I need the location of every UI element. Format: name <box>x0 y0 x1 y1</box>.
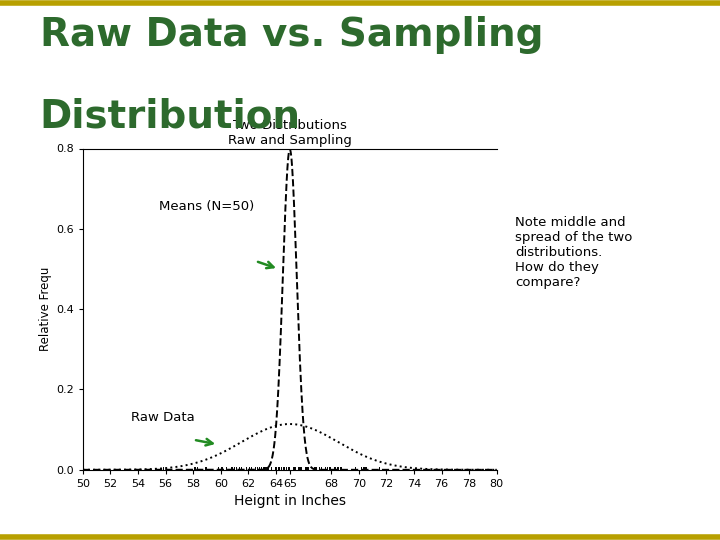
Text: Distribution: Distribution <box>40 97 301 135</box>
Title: Two Distributions
Raw and Sampling: Two Distributions Raw and Sampling <box>228 119 352 147</box>
Text: Note middle and
spread of the two
distributions.
How do they
compare?: Note middle and spread of the two distri… <box>515 216 632 289</box>
Y-axis label: Relative Frequ: Relative Frequ <box>39 267 52 352</box>
Text: Raw Data vs. Sampling: Raw Data vs. Sampling <box>40 16 543 54</box>
X-axis label: Heignt in Inches: Heignt in Inches <box>234 495 346 508</box>
Text: Means (N=50): Means (N=50) <box>158 200 254 213</box>
Text: Raw Data: Raw Data <box>131 410 195 423</box>
